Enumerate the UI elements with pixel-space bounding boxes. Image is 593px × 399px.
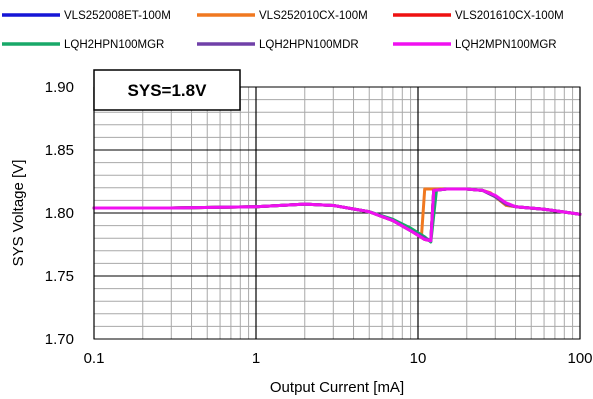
plot-frame: [93, 86, 581, 340]
x-tick-label: 10: [410, 350, 427, 367]
x-tick-label: 0.1: [84, 350, 105, 367]
x-axis-tick-labels: 0.1 1 10 100: [84, 350, 593, 367]
x-tick-label: 1: [252, 350, 260, 367]
series-line: [92, 187, 582, 243]
y-tick-label: 1.75: [45, 268, 74, 285]
x-tick-label: 100: [567, 350, 592, 367]
y-tick-label: 1.70: [45, 331, 74, 348]
legend-label: VLS201610CX-100M: [455, 10, 564, 22]
y-tick-label: 1.90: [45, 79, 74, 96]
y-axis-tick-labels: 1.70 1.75 1.80 1.85 1.90: [45, 79, 74, 348]
x-axis-title: Output Current [mA]: [270, 379, 404, 396]
legend-label: VLS252008ET-100M: [64, 10, 171, 22]
legend: VLS252008ET-100M VLS252010CX-100M VLS20161…: [2, 10, 564, 51]
annotation-box: SYS=1.8V: [93, 69, 241, 111]
y-axis-title: SYS Voltage [V]: [10, 160, 27, 267]
series-lines: [92, 187, 582, 244]
y-tick-label: 1.85: [45, 142, 74, 159]
legend-label: VLS252010CX-100M: [259, 10, 368, 22]
legend-label: LQH2HPN100MDR: [259, 39, 359, 51]
annotation-label: SYS=1.8V: [128, 81, 208, 100]
annotation-frame: [93, 69, 241, 111]
legend-label: LQH2MPN100MGR: [455, 39, 557, 51]
y-tick-label: 1.80: [45, 205, 74, 222]
legend-label: LQH2HPN100MGR: [64, 39, 164, 51]
